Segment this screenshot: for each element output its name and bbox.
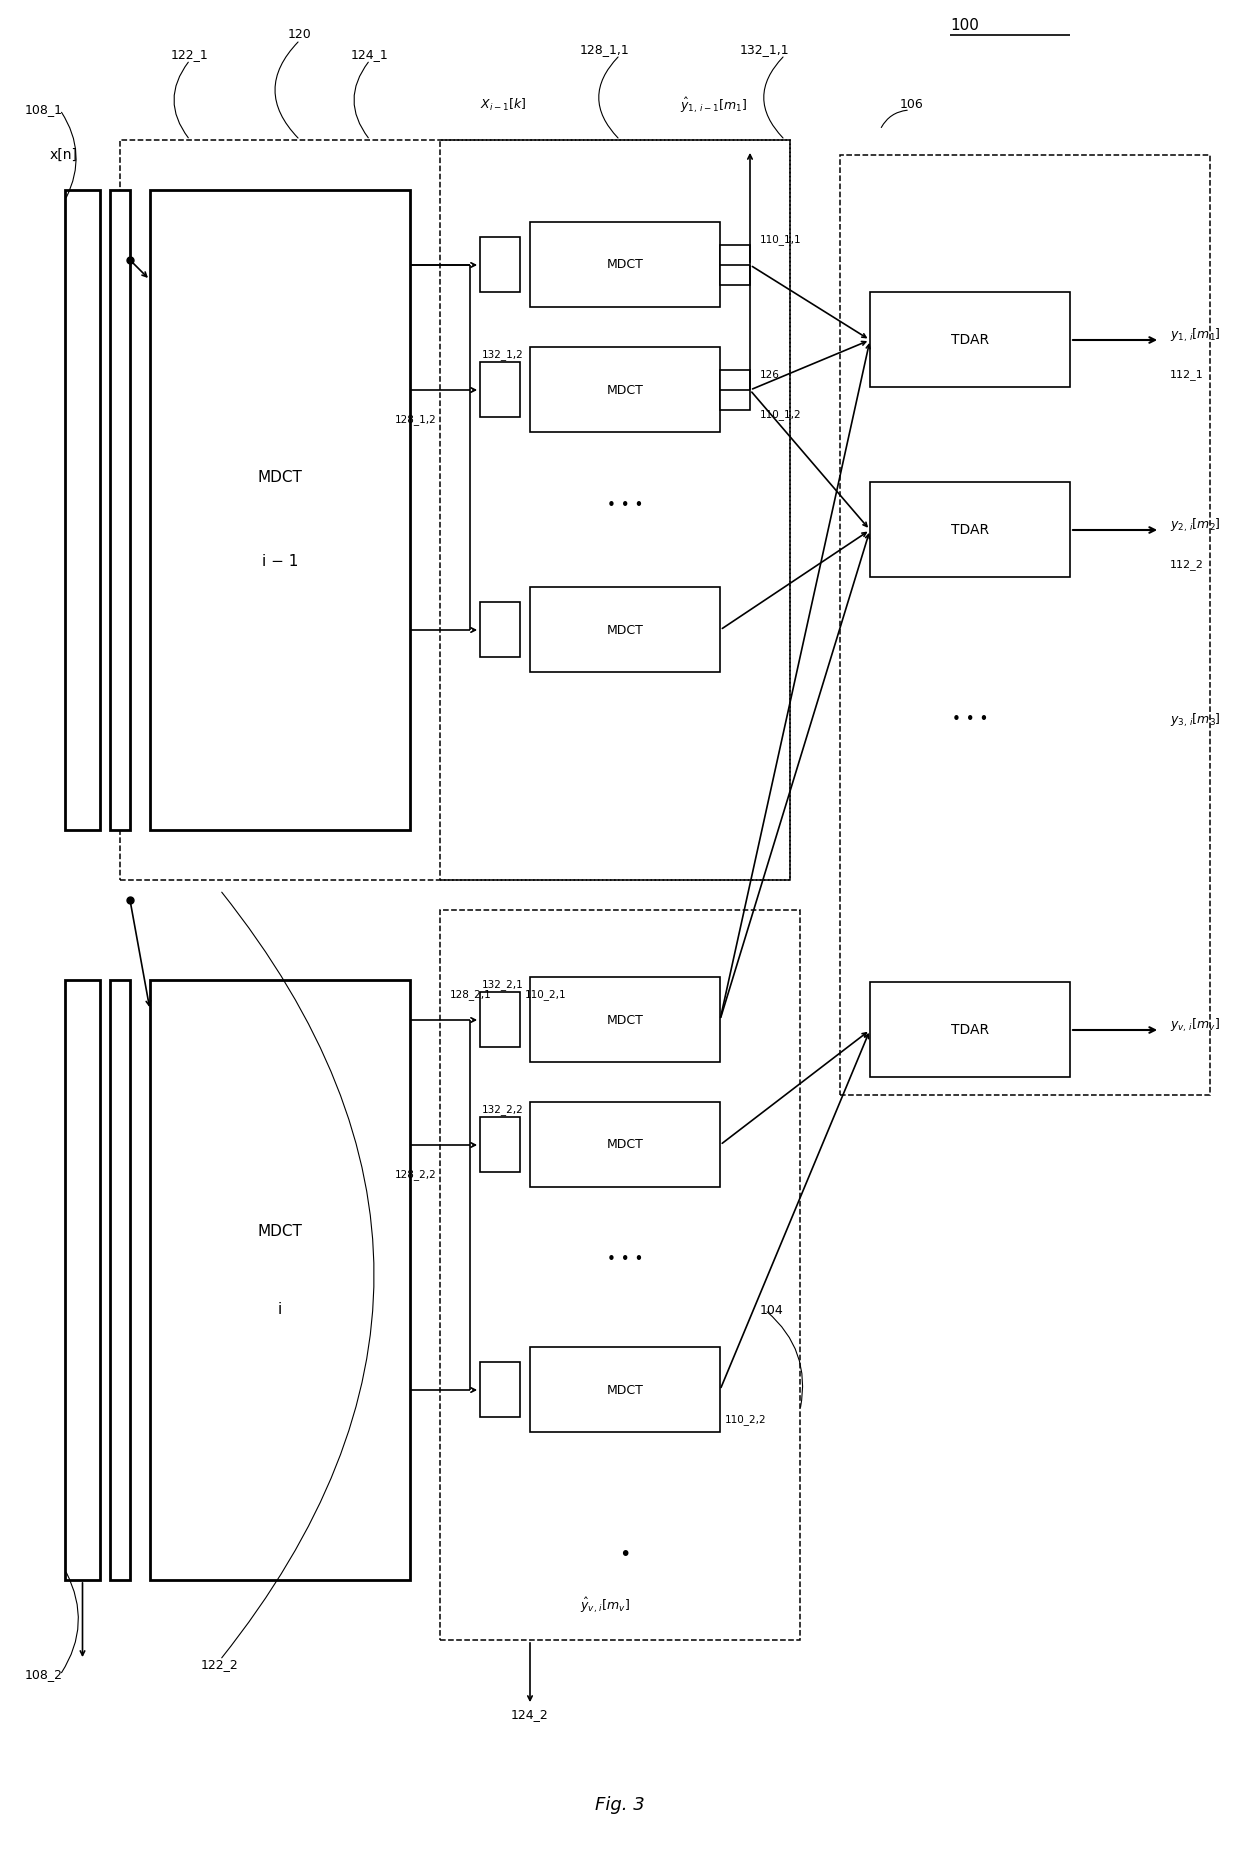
Bar <box>720 370 750 409</box>
Bar <box>480 603 520 657</box>
Bar <box>110 190 130 830</box>
Bar <box>480 238 520 292</box>
Bar <box>529 1347 720 1432</box>
Text: $X_{i-1}[k]$: $X_{i-1}[k]$ <box>480 97 526 113</box>
Text: • • •: • • • <box>606 1252 644 1267</box>
Text: 132_1,2: 132_1,2 <box>482 350 523 361</box>
Text: 128_1,2: 128_1,2 <box>396 415 436 426</box>
Bar <box>440 910 800 1641</box>
Bar <box>529 978 720 1062</box>
Bar <box>440 140 790 880</box>
Text: MDCT: MDCT <box>606 383 644 396</box>
Text: 126: 126 <box>760 370 780 379</box>
Bar <box>870 982 1070 1077</box>
Text: 100: 100 <box>950 17 978 32</box>
Bar <box>839 154 1210 1096</box>
Text: 112_1: 112_1 <box>1171 370 1204 381</box>
Text: TDAR: TDAR <box>951 1023 990 1038</box>
Text: 128_1,1: 128_1,1 <box>580 43 630 56</box>
Text: 124_1: 124_1 <box>351 48 389 61</box>
Text: 108_2: 108_2 <box>25 1668 63 1681</box>
Text: MDCT: MDCT <box>606 1014 644 1027</box>
Bar <box>870 482 1070 577</box>
Bar <box>150 190 410 830</box>
Text: TDAR: TDAR <box>951 333 990 348</box>
Text: $y_{2,\, i}[m_2]$: $y_{2,\, i}[m_2]$ <box>1171 517 1220 534</box>
Bar <box>529 223 720 307</box>
Text: TDAR: TDAR <box>951 523 990 538</box>
Text: MDCT: MDCT <box>606 623 644 636</box>
Bar <box>64 190 100 830</box>
Text: 108_1: 108_1 <box>25 104 63 117</box>
Bar <box>720 246 750 285</box>
Text: x[n]: x[n] <box>50 149 78 162</box>
Bar <box>150 980 410 1579</box>
Bar <box>529 348 720 433</box>
Bar <box>480 363 520 417</box>
Bar <box>480 993 520 1047</box>
Text: • • •: • • • <box>952 712 988 727</box>
Bar <box>480 1363 520 1417</box>
Text: 132_2,2: 132_2,2 <box>482 1105 523 1116</box>
Text: 104: 104 <box>760 1304 784 1317</box>
Text: 132_2,1: 132_2,1 <box>482 980 523 991</box>
Bar <box>480 1118 520 1172</box>
Bar <box>120 140 790 880</box>
Text: • • •: • • • <box>606 497 644 513</box>
Text: 122_1: 122_1 <box>171 48 208 61</box>
Text: 110_2,2: 110_2,2 <box>725 1415 766 1425</box>
Text: MDCT: MDCT <box>606 1138 644 1151</box>
Text: 128_2,2: 128_2,2 <box>396 1170 436 1181</box>
Text: MDCT: MDCT <box>258 471 303 485</box>
Text: 110_2,1: 110_2,1 <box>525 990 567 1001</box>
Text: Fig. 3: Fig. 3 <box>595 1797 645 1814</box>
Text: 110_1,2: 110_1,2 <box>760 409 801 420</box>
Bar <box>529 1103 720 1187</box>
Text: $y_{v,\, i}[m_v]$: $y_{v,\, i}[m_v]$ <box>1171 1016 1220 1034</box>
Text: MDCT: MDCT <box>606 1384 644 1397</box>
Text: 132_1,1: 132_1,1 <box>740 43 790 56</box>
Text: i: i <box>278 1302 283 1317</box>
Text: 120: 120 <box>288 28 312 41</box>
Text: 128_2,1: 128_2,1 <box>450 990 492 1001</box>
Bar <box>529 588 720 673</box>
Text: $y_{3,\, i}[m_3]$: $y_{3,\, i}[m_3]$ <box>1171 711 1220 729</box>
Text: MDCT: MDCT <box>606 259 644 272</box>
Text: 106: 106 <box>900 99 924 112</box>
Text: 122_2: 122_2 <box>201 1659 239 1672</box>
Bar <box>870 292 1070 387</box>
Text: MDCT: MDCT <box>258 1224 303 1239</box>
Text: $\hat{y}_{v,\, i}[m_v]$: $\hat{y}_{v,\, i}[m_v]$ <box>580 1596 630 1614</box>
Text: 124_2: 124_2 <box>511 1709 549 1722</box>
Text: $\hat{y}_{1,\, i-1}[m_1]$: $\hat{y}_{1,\, i-1}[m_1]$ <box>680 95 748 115</box>
Text: i − 1: i − 1 <box>262 554 298 569</box>
Text: •: • <box>619 1546 631 1564</box>
Bar <box>110 980 130 1579</box>
Text: $y_{1,\, i}[m_1]$: $y_{1,\, i}[m_1]$ <box>1171 326 1220 344</box>
Text: 110_1,1: 110_1,1 <box>760 234 801 246</box>
Bar <box>64 980 100 1579</box>
Text: 112_2: 112_2 <box>1171 560 1204 571</box>
